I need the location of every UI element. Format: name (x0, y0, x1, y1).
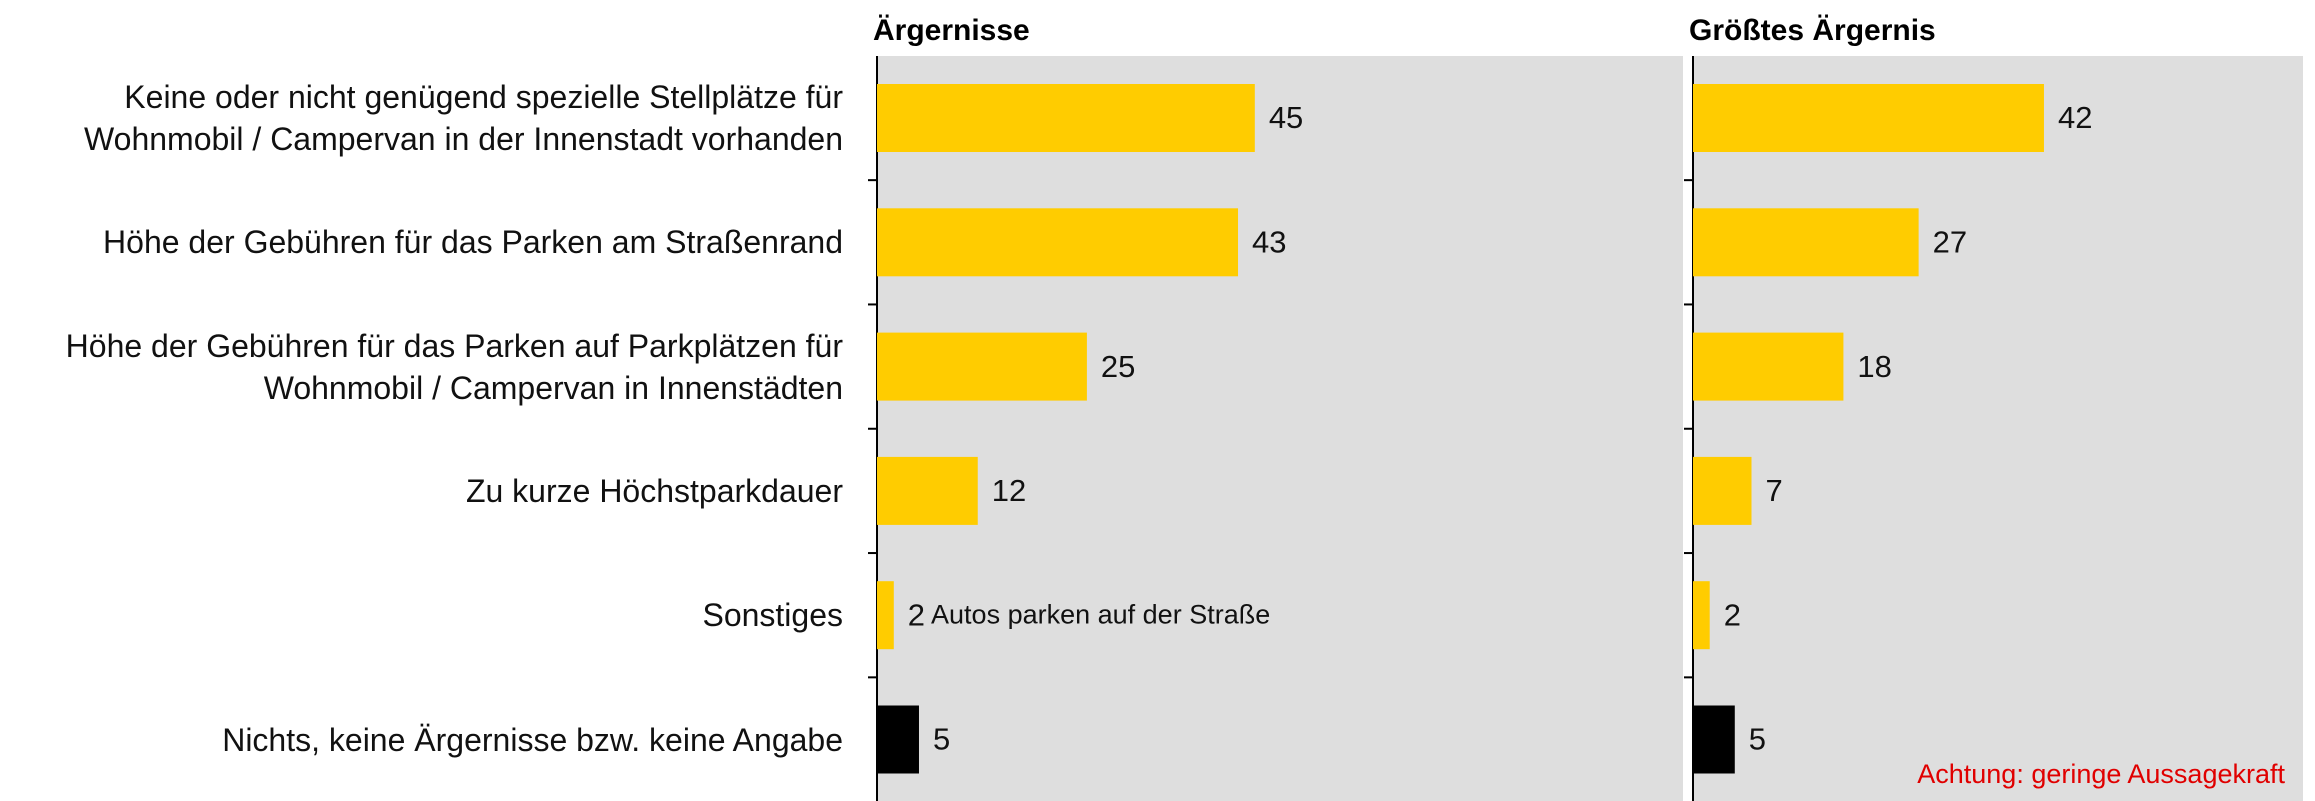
value-label: 18 (1857, 349, 1891, 384)
panel-title: Größtes Ärgernis (1689, 14, 1936, 47)
category-label: Nichts, keine Ärgernisse bzw. keine Anga… (222, 721, 843, 758)
note: Achtung: geringe Aussagekraft (1917, 759, 2285, 789)
value-label: 7 (1765, 473, 1782, 508)
value-label: 27 (1933, 224, 1967, 259)
value-label: 43 (1252, 224, 1286, 259)
category-label: Höhe der Gebühren für das Parken auf Par… (65, 327, 843, 406)
value-label: 45 (1269, 100, 1303, 135)
bar (1693, 705, 1735, 774)
category-label: Zu kurze Höchstparkdauer (465, 472, 843, 509)
value-label: 2 (1724, 597, 1741, 632)
category-label: Sonstiges (702, 597, 843, 634)
plot-background (1693, 56, 2303, 801)
value-label: 42 (2058, 100, 2092, 135)
bar (877, 456, 978, 525)
bar (877, 332, 1087, 401)
bar (1693, 456, 1752, 525)
bar (1693, 581, 1710, 650)
value-label: 5 (933, 722, 950, 757)
bar (1693, 332, 1844, 401)
bar (877, 705, 919, 774)
category-label: Höhe der Gebühren für das Parken am Stra… (103, 224, 843, 261)
bar (877, 84, 1255, 152)
bar (1693, 84, 2044, 152)
panel-title: Ärgernisse (873, 14, 1030, 47)
value-label: 12 (992, 473, 1026, 508)
value-label: 2 (908, 597, 925, 632)
bar (877, 208, 1239, 277)
plot-background (877, 56, 1683, 801)
bar (877, 581, 894, 650)
annotation: Autos parken auf der Straße (931, 599, 1270, 629)
value-label: 5 (1749, 722, 1766, 757)
value-label: 25 (1101, 349, 1135, 384)
bar (1693, 208, 1919, 277)
category-label: Keine oder nicht genügend spezielle Stel… (84, 79, 843, 157)
